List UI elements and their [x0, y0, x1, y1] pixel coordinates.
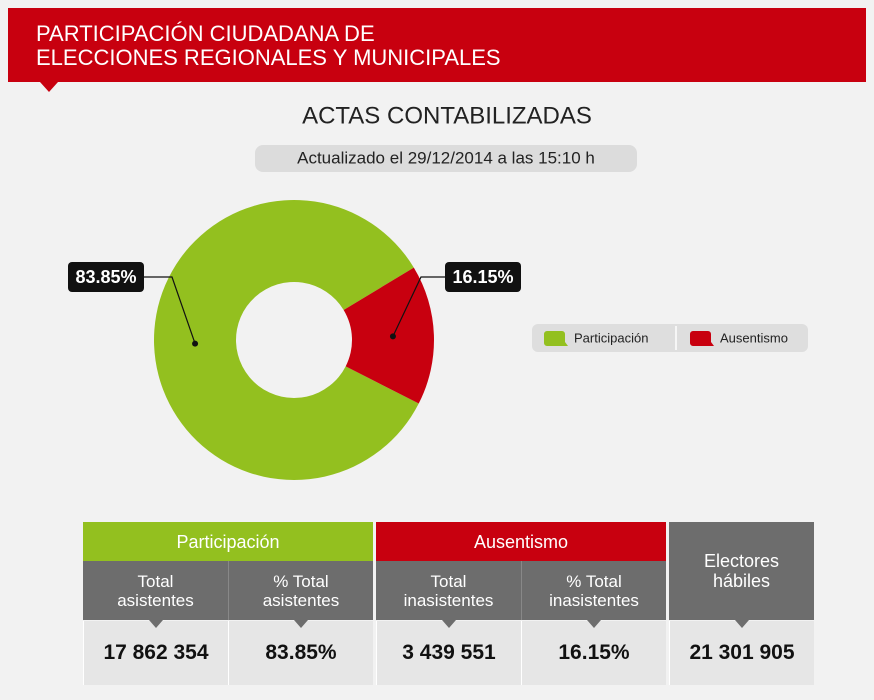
leader-dot [389, 333, 396, 340]
legend-swatch [544, 331, 568, 346]
value-label-box [68, 262, 144, 292]
column-pointer [441, 620, 456, 628]
group-header: Participación [83, 522, 373, 561]
value-label-box [445, 262, 521, 292]
column-header: Total inasistentes [376, 561, 521, 620]
leader-dot [192, 340, 199, 347]
group-header: Ausentismo [376, 522, 666, 561]
pie-slice [343, 267, 434, 404]
column-pointer [148, 620, 163, 628]
subtitle-pill [255, 145, 637, 172]
table-value: 83.85% [228, 621, 373, 685]
table-value: 3 439 551 [376, 621, 521, 685]
column-header: % Total asistentes [228, 561, 373, 620]
header-title: ELECCIONES REGIONALES Y MUNICIPALES [36, 45, 501, 70]
column-pointer [293, 620, 308, 628]
column-header: Total asistentes [83, 561, 228, 620]
column-pointer [734, 620, 749, 628]
chart-subtitle: Actualizado el 29/12/2014 a las 15:10 h [297, 148, 595, 167]
leader-line [144, 276, 196, 344]
column-pointer [586, 620, 601, 628]
chart: ACTAS CONTABILIZADAS Actualizado el 29/1… [68, 102, 808, 480]
legend-box [532, 324, 808, 352]
group-header: Electores hábiles [669, 522, 814, 620]
legend-swatch [690, 331, 714, 346]
leader-line [392, 276, 445, 337]
legend-label: Participación [574, 330, 648, 345]
table-value: 21 301 905 [669, 621, 814, 685]
header-title: PARTICIPACIÓN CIUDADANA DE [36, 21, 375, 46]
table-value: 16.15% [521, 621, 666, 685]
value-label: 16.15% [452, 267, 513, 287]
chart-title: ACTAS CONTABILIZADAS [302, 102, 592, 129]
header-pointer [40, 82, 58, 92]
value-label: 83.85% [75, 267, 136, 287]
table-value: 17 862 354 [83, 621, 228, 685]
column-header: % Total inasistentes [521, 561, 666, 620]
legend-label: Ausentismo [720, 330, 788, 345]
header-bar: PARTICIPACIÓN CIUDADANA DE ELECCIONES RE… [8, 8, 866, 82]
pie-slice [153, 200, 419, 480]
